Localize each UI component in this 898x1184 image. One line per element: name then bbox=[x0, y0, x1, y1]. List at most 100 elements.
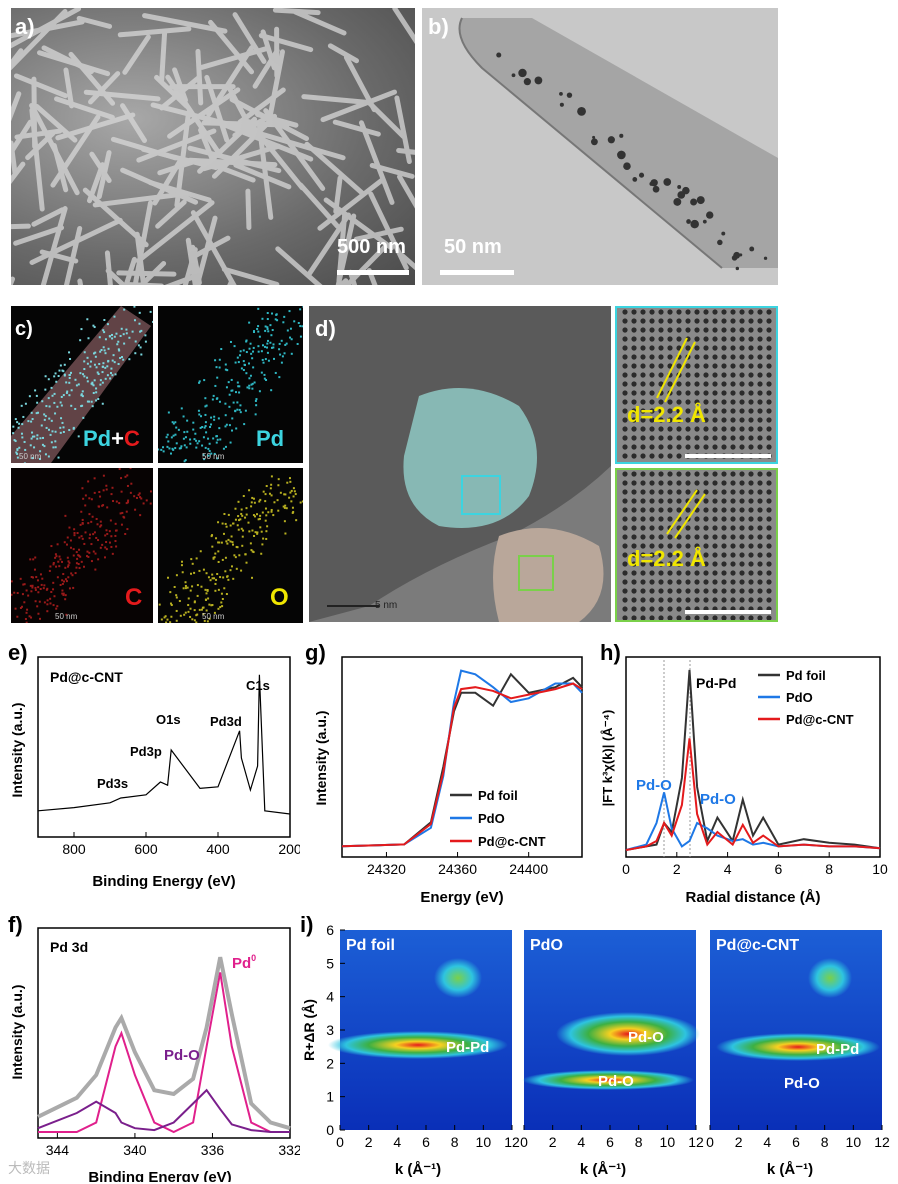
panel-label-g: g) bbox=[305, 640, 326, 665]
chart-i-map3-xtick-2: 4 bbox=[763, 1134, 771, 1150]
legend-g-pdfoil: Pd foil bbox=[478, 788, 518, 803]
hrtem-image-panel-d: d) 5 nm bbox=[309, 306, 611, 622]
peak-pd3s: Pd3s bbox=[97, 776, 128, 791]
chart-i-ytick-4: 4 bbox=[326, 989, 334, 1005]
scale-bar-b bbox=[440, 270, 514, 275]
chart-i-map3-xtick-6: 12 bbox=[874, 1134, 890, 1150]
chart-g-series-0 bbox=[341, 672, 583, 848]
chart-i-map1-xtick-4: 8 bbox=[451, 1134, 459, 1150]
eds-map-o: O 50 nm bbox=[158, 468, 303, 623]
chart-h-xtick-5: 10 bbox=[872, 861, 888, 877]
wt-title-pd-c-cnt: Pd@c-CNT bbox=[716, 937, 799, 954]
chart-h: 0 2 4 6 8 10 Pd-Pd Pd-O Pd-O Pd foil PdO Pd@c… bbox=[600, 656, 888, 906]
chart-i-map2-xtick-5: 10 bbox=[660, 1134, 676, 1150]
scale-bar-inset-2 bbox=[685, 610, 771, 614]
wt-label-pdo-3: Pd-O bbox=[784, 1075, 820, 1092]
wt-title-pd-foil: Pd foil bbox=[346, 937, 395, 954]
chart-h-xtick-2: 4 bbox=[724, 861, 732, 877]
chart-f-series-0 bbox=[37, 956, 291, 1131]
scale-label-c4: 50 nm bbox=[202, 612, 225, 621]
chart-i-xlabel-3: k (Å⁻¹) bbox=[767, 1161, 813, 1178]
chart-i-map2-xtick-6: 12 bbox=[688, 1134, 704, 1150]
panel-label-b: b) bbox=[428, 14, 449, 39]
legend-g: Pd foil PdO Pd@c-CNT bbox=[450, 788, 546, 849]
wt-map-pd-foil: Pd foil Pd-Pd bbox=[328, 930, 512, 1130]
scale-bar-inset-1 bbox=[685, 454, 771, 458]
chart-i-map2-xtick-1: 2 bbox=[549, 1134, 557, 1150]
chart-f-title: Pd 3d bbox=[50, 939, 88, 955]
chart-h-series-2 bbox=[625, 738, 881, 851]
panel-label-h: h) bbox=[600, 640, 621, 665]
scale-label-c3: 50 nm bbox=[55, 612, 78, 621]
chart-i-map3-xtick-5: 10 bbox=[846, 1134, 862, 1150]
annot-f-pd0: Pd0 bbox=[232, 953, 256, 972]
chart-f-xtick-1: 340 bbox=[123, 1142, 147, 1158]
chart-e: 800 600 400 200 Pd@c-CNT Binding Energy (eV… bbox=[9, 656, 300, 890]
chart-h-xtick-0: 0 bbox=[622, 861, 630, 877]
tem-tube bbox=[458, 17, 778, 271]
chart-e-xtick-0: 800 bbox=[62, 841, 86, 857]
chart-f-xtick-0: 344 bbox=[46, 1142, 70, 1158]
chart-i-map3-xtick-3: 6 bbox=[792, 1134, 800, 1150]
chart-i-map3-xtick-0: 0 bbox=[706, 1134, 714, 1150]
hrtem-inset-green: d=2.2 Å bbox=[615, 468, 778, 622]
chart-i-map1-xtick-6: 12 bbox=[504, 1134, 520, 1150]
chart-g-series-2 bbox=[341, 682, 583, 848]
wt-label-pdpd-2: Pd-Pd bbox=[816, 1041, 859, 1058]
chart-i-map1-xtick-0: 0 bbox=[336, 1134, 344, 1150]
chart-e-series-line bbox=[37, 674, 291, 815]
panel-label-f: f) bbox=[8, 912, 23, 937]
chart-e-xtick-3: 200 bbox=[278, 841, 300, 857]
chart-g-xtick-1: 24360 bbox=[438, 861, 477, 877]
chart-i-map1-xtick-5: 10 bbox=[476, 1134, 492, 1150]
legend-h-pdfoil: Pd foil bbox=[786, 668, 826, 683]
chart-i-ytick-6: 6 bbox=[326, 922, 334, 938]
chart-g-xtick-0: 24320 bbox=[367, 861, 406, 877]
chart-i-ytick-5: 5 bbox=[326, 955, 334, 971]
chart-i-xlabel-1: k (Å⁻¹) bbox=[395, 1161, 441, 1178]
chart-i-map1-xtick-2: 4 bbox=[393, 1134, 401, 1150]
chart-g-ylabel: Intensity (a.u.) bbox=[313, 711, 329, 806]
scale-label-c2: 50 nm bbox=[202, 452, 225, 461]
chart-g-xlabel: Energy (eV) bbox=[420, 889, 503, 906]
scale-label-b: 50 nm bbox=[444, 236, 502, 258]
map-label-pd: Pd bbox=[256, 426, 285, 451]
scale-label-d: 5 nm bbox=[375, 600, 398, 611]
chart-i-ytick-3: 3 bbox=[326, 1022, 334, 1038]
chart-i-ytick-1: 1 bbox=[326, 1089, 334, 1105]
chart-f-xtick-2: 336 bbox=[201, 1142, 225, 1158]
panel-label-c: c) bbox=[15, 318, 33, 340]
chart-g-series-1 bbox=[341, 669, 583, 848]
wt-title-pdo: PdO bbox=[530, 937, 563, 954]
chart-i-map2-xtick-2: 4 bbox=[577, 1134, 585, 1150]
annot-h-pdpd: Pd-Pd bbox=[696, 675, 736, 691]
chart-i-ytick-0: 0 bbox=[326, 1122, 334, 1138]
scale-label-a: 500 nm bbox=[337, 236, 406, 258]
annot-f-pdo: Pd-O bbox=[164, 1047, 200, 1064]
eds-map-pd: Pd 50 nm bbox=[158, 306, 303, 463]
map-label-o: O bbox=[270, 584, 289, 611]
chart-h-xlabel: Radial distance (Å) bbox=[685, 889, 820, 906]
chart-i-map2-xtick-0: 0 bbox=[520, 1134, 528, 1150]
map-label-c: C bbox=[125, 584, 143, 611]
d-spacing-label-1: d=2.2 Å bbox=[627, 402, 706, 427]
panel-label-a: a) bbox=[15, 14, 35, 39]
chart-f-ylabel: Intensity (a.u.) bbox=[9, 985, 25, 1080]
map-label-pd-c: Pd+C bbox=[83, 426, 140, 451]
chart-f-series-1 bbox=[38, 972, 290, 1134]
hrtem-inset-cyan: d=2.2 Å bbox=[615, 306, 778, 464]
panel-label-d: d) bbox=[315, 316, 336, 341]
chart-g-xtick-2: 24400 bbox=[509, 861, 548, 877]
chart-i-map2-xtick-3: 6 bbox=[606, 1134, 614, 1150]
chart-e-xlabel: Binding Energy (eV) bbox=[92, 873, 235, 890]
sem-fibers bbox=[11, 8, 415, 285]
panel-label-e: e) bbox=[8, 640, 28, 665]
tem-image-panel-b: b) 50 nm bbox=[422, 8, 778, 285]
legend-g-pdo: PdO bbox=[478, 811, 505, 826]
wt-label-pdo-1: Pd-O bbox=[628, 1029, 664, 1046]
chart-h-ylabel: |FT k³χ(k)| (Å⁻⁴) bbox=[600, 710, 615, 807]
chart-f: 344 340 336 332 Pd 3d Pd0 Pd-O Binding Ener… bbox=[9, 927, 300, 1182]
chart-i-xlabel-2: k (Å⁻¹) bbox=[580, 1161, 626, 1178]
d-spacing-label-2: d=2.2 Å bbox=[627, 546, 706, 571]
chart-i-map3-xtick-4: 8 bbox=[821, 1134, 829, 1150]
